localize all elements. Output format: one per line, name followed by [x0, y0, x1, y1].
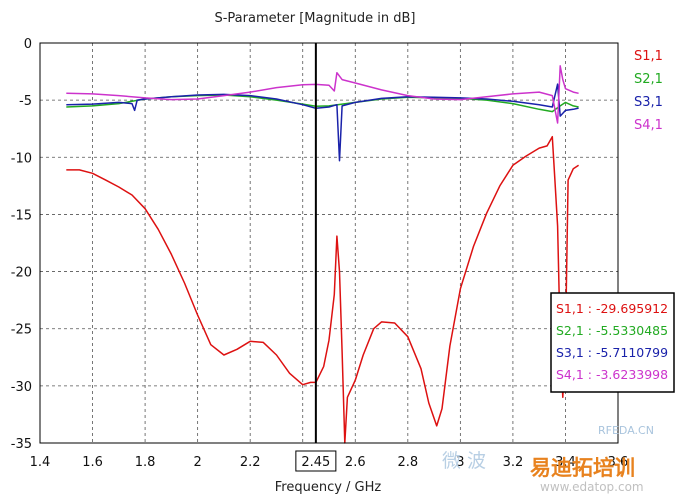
legend: S1,1 S2,1 S3,1 S4,1 — [634, 49, 663, 133]
plot-frame — [39, 42, 619, 444]
y-tick-label: -10 — [11, 151, 32, 166]
grid-lines — [40, 43, 618, 443]
y-tick-label: -25 — [11, 323, 32, 338]
legend-entry: S4,1 — [634, 118, 663, 133]
x-axis-label: Frequency / GHz — [275, 480, 382, 495]
x-tick-label: 3.4 — [555, 455, 576, 470]
x-tick-label: 1.6 — [82, 455, 103, 470]
tick-labels: 1.4 1.6 1.8 2 2.2 2.45 2.6 2.8 3 3.2 3.4 3.6 0 -5 -10 -… — [11, 37, 629, 472]
x-tick-label: 3 — [456, 455, 464, 470]
readout-entry: S4,1 : -3.6233998 — [556, 367, 668, 382]
chart-title: S-Parameter [Magnitude in dB] — [214, 11, 415, 26]
x-tick-label: 1.4 — [30, 455, 51, 470]
y-tick-label: 0 — [24, 37, 32, 52]
series-line-11 — [66, 135, 580, 444]
series-lines — [66, 65, 580, 444]
series-line-41 — [66, 65, 579, 124]
x-tick-label: 2 — [193, 455, 201, 470]
x-tick-label: 2.6 — [345, 455, 366, 470]
y-tick-label: -30 — [11, 380, 32, 395]
x-tick-label: 1.8 — [135, 455, 156, 470]
marker-readout-box: S1,1 : -29.695912 S2,1 : -5.5330485 S3,1 :… — [550, 292, 675, 393]
y-tick-label: -35 — [11, 437, 32, 452]
legend-entry: S2,1 — [634, 72, 663, 87]
x-tick-label: 3.6 — [608, 455, 629, 470]
x-tick-label: 3.2 — [503, 455, 524, 470]
readout-frame — [550, 292, 675, 393]
marker-value-box[interactable] — [295, 450, 337, 472]
x-tick-label: 2.8 — [397, 455, 418, 470]
legend-entry: S3,1 — [634, 95, 663, 110]
legend-entry: S1,1 — [634, 49, 663, 64]
y-tick-label: -5 — [19, 94, 32, 109]
x-tick-label: 2.2 — [240, 455, 261, 470]
y-tick-label: -15 — [11, 208, 32, 223]
readout-entry: S3,1 : -5.7110799 — [556, 345, 668, 360]
series-line-31 — [66, 83, 579, 162]
readout-entry: S2,1 : -5.5330485 — [556, 323, 668, 338]
marker-value-label: 2.45 — [301, 455, 330, 470]
readout-entry: S1,1 : -29.695912 — [556, 301, 668, 316]
y-tick-label: -20 — [11, 266, 32, 281]
